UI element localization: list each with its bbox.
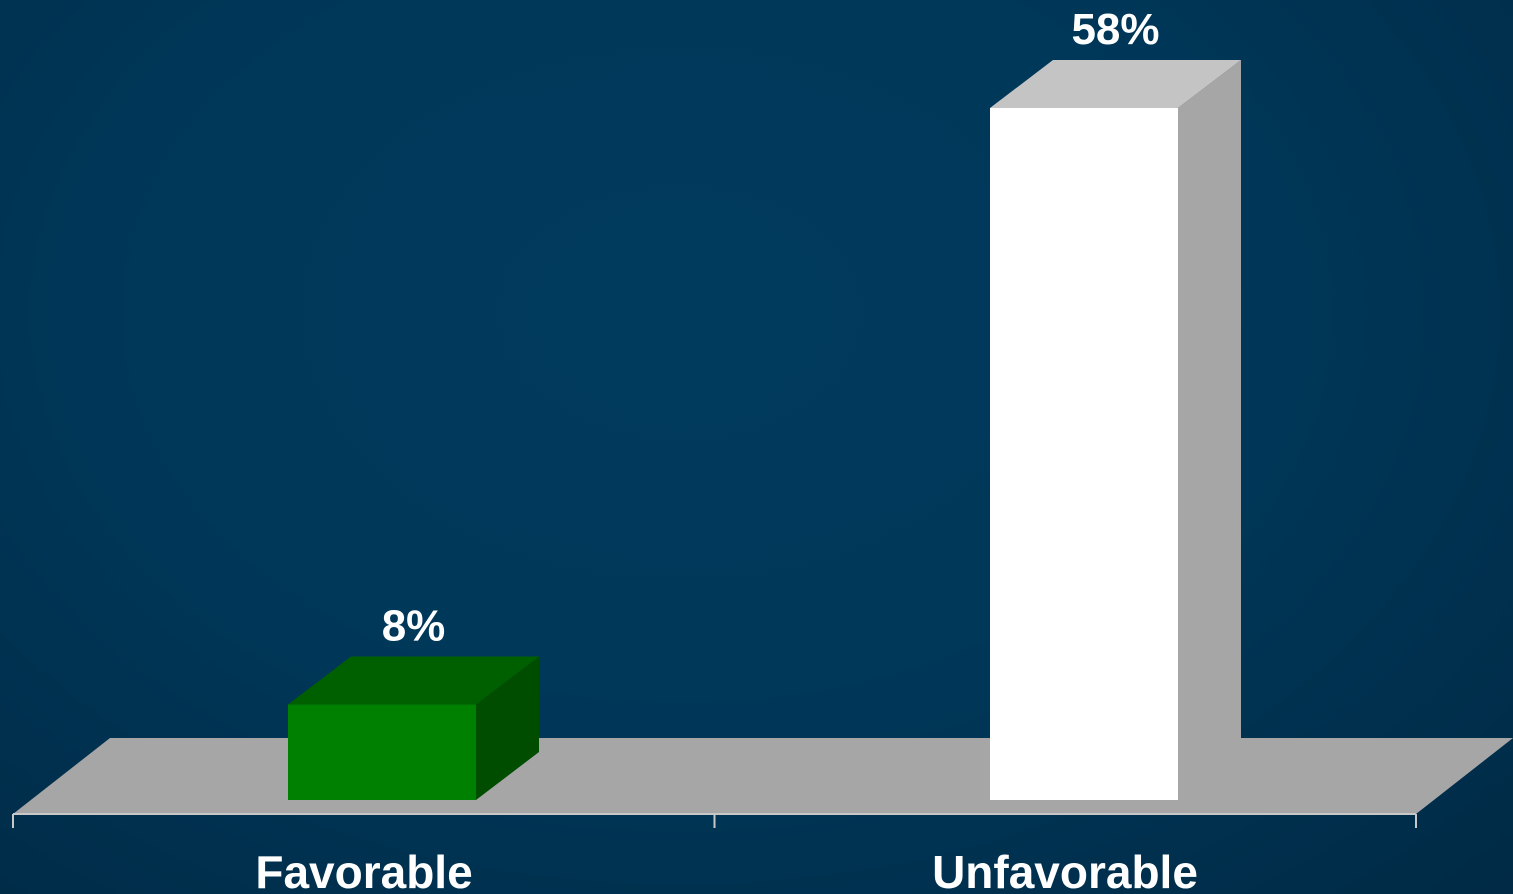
bar-side-face [1178,60,1241,800]
bar-favorable [288,656,539,800]
bar-top-face [288,656,539,705]
bar-front-face [288,704,476,800]
category-label-unfavorable: Unfavorable [932,846,1198,894]
data-label-favorable: 8% [382,602,446,651]
bar-unfavorable [990,60,1241,800]
bar-top-face [990,60,1241,108]
data-label-unfavorable: 58% [1071,5,1159,54]
bar-front-face [990,108,1178,800]
category-label-favorable: Favorable [255,846,472,894]
chart-floor [13,738,1513,814]
bar-side-face [476,656,539,800]
